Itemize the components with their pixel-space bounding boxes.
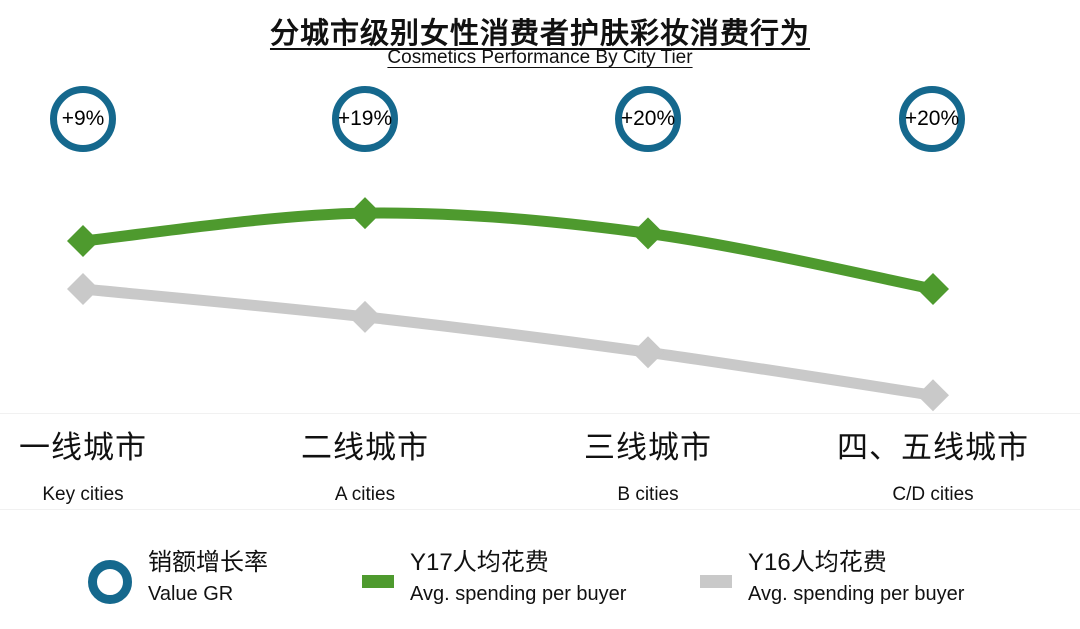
- y17-diamond-marker-icon: [917, 273, 949, 306]
- category-label-zh: 三线城市: [584, 430, 712, 465]
- legend-label-en: Avg. spending per buyer: [410, 583, 627, 605]
- chart-title: 分城市级别女性消费者护肤彩妆消费行为: [269, 18, 810, 50]
- growth-badge-value: +20%: [620, 107, 676, 130]
- growth-badge-value: +20%: [904, 107, 960, 130]
- value-gr-ring-icon: [88, 560, 132, 604]
- y16-trend-line: [77, 283, 939, 401]
- legend-label-en: Value GR: [148, 583, 234, 605]
- category-label-b-cities: 三线城市 B cities: [498, 422, 798, 506]
- legend-label-zh: Y16人均花费: [748, 549, 887, 576]
- growth-badge-ring-icon: +20%: [899, 86, 965, 152]
- y16-diamond-marker-icon: [67, 273, 99, 306]
- category-label-cd-cities: 四、五线城市 C/D cities: [783, 422, 1080, 506]
- growth-badge-ring-icon: +19%: [332, 86, 398, 152]
- chart-subtitle: Cosmetics Performance By City Tier: [387, 47, 693, 68]
- y17-diamond-marker-icon: [67, 224, 99, 257]
- category-label-en: C/D cities: [892, 484, 974, 505]
- legend-item-value-gr: 销额增长率 Value GR: [88, 548, 268, 607]
- y16-diamond-marker-icon: [917, 379, 949, 412]
- category-label-zh: 一线城市: [19, 430, 147, 465]
- y17-diamond-marker-icon: [349, 197, 381, 230]
- growth-badge-value: +19%: [337, 107, 393, 130]
- y17-line-swatch-icon: [362, 575, 394, 588]
- legend-label-zh: 销额增长率: [148, 549, 268, 576]
- legend-item-y17: Y17人均花费 Avg. spending per buyer: [362, 548, 626, 607]
- category-label-zh: 四、五线城市: [837, 430, 1029, 465]
- legend-label-en: Avg. spending per buyer: [748, 583, 965, 605]
- axis-divider: [0, 413, 1080, 414]
- category-label-en: Key cities: [42, 484, 124, 505]
- category-label-en: A cities: [334, 484, 396, 505]
- y17-diamond-marker-icon: [632, 217, 664, 250]
- category-label-zh: 二线城市: [301, 430, 429, 465]
- category-label-a-cities: 二线城市 A cities: [215, 422, 515, 506]
- growth-badge-ring-icon: +9%: [50, 86, 116, 152]
- y17-trend-line: [77, 207, 939, 295]
- growth-badge-value: +9%: [61, 107, 105, 130]
- category-label-en: B cities: [617, 484, 679, 505]
- y16-line-swatch-icon: [700, 575, 732, 588]
- legend-label-zh: Y17人均花费: [410, 549, 549, 576]
- y16-diamond-marker-icon: [632, 336, 664, 369]
- legend-item-y16: Y16人均花费 Avg. spending per buyer: [700, 548, 964, 607]
- growth-badge-ring-icon: +20%: [615, 86, 681, 152]
- category-label-key-cities: 一线城市 Key cities: [0, 422, 233, 506]
- section-divider: [0, 509, 1080, 510]
- y16-diamond-marker-icon: [349, 300, 381, 333]
